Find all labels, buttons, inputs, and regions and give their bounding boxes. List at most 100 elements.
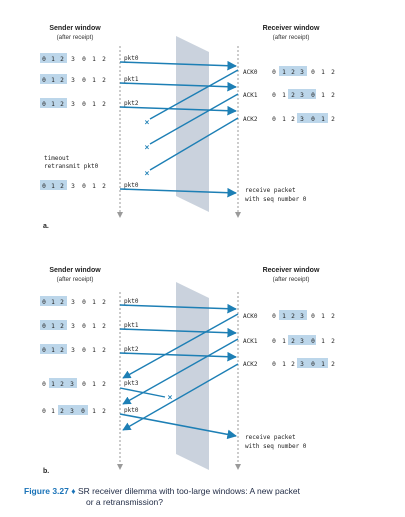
seq-number: 2 — [102, 101, 106, 108]
receiver-row-a0: ACK0 0 1 2 3 0 1 2 — [243, 66, 335, 76]
seq-number: 3 — [71, 183, 75, 190]
ack-arrow-ack1 — [149, 93, 239, 145]
panel-b: Sender window (after receipt) Receiver w… — [40, 267, 335, 475]
ack-label: ACK0 — [243, 69, 258, 76]
packet-arrow-pkt0 — [119, 60, 237, 71]
seq-number: 2 — [60, 408, 64, 415]
seq-number: 3 — [70, 381, 74, 388]
seq-number: 3 — [300, 92, 304, 99]
panel-a: Sender window (after receipt) Receiver w… — [40, 25, 335, 230]
packet-label: pkt2 — [124, 346, 139, 353]
seq-number: 3 — [71, 77, 75, 84]
seq-number: 2 — [291, 313, 295, 320]
seq-number: 1 — [92, 77, 96, 84]
ack-label: ACK2 — [243, 361, 258, 368]
sender-window-title-b: Sender window — [49, 267, 101, 274]
seq-number: 2 — [102, 323, 106, 330]
window-highlight — [297, 358, 328, 368]
seq-number: 1 — [92, 408, 96, 415]
seq-number: 1 — [321, 313, 325, 320]
seq-number: 0 — [311, 69, 315, 76]
seq-number: 1 — [282, 69, 286, 76]
ack-label: ACK1 — [243, 338, 258, 345]
seq-number: 0 — [82, 323, 86, 330]
receiver-window-title-a: Receiver window — [263, 25, 320, 32]
receiver-window-subtitle-a: (after receipt) — [273, 34, 310, 41]
sender-row-b4: 0 1 2 3 0 1 2 — [42, 405, 106, 415]
receiver-row-a2: ACK2 0 1 2 3 0 1 2 — [243, 113, 335, 123]
seq-number: 0 — [311, 313, 315, 320]
seq-number: 2 — [60, 56, 64, 63]
seq-number: 0 — [42, 77, 46, 84]
seq-number: 2 — [102, 381, 106, 388]
seq-number: 3 — [70, 408, 74, 415]
window-highlight — [40, 180, 67, 190]
caption-bullet: ♦ — [71, 486, 76, 496]
seq-number: 0 — [82, 183, 86, 190]
seq-number: 2 — [102, 408, 106, 415]
window-highlight — [297, 113, 328, 123]
ack-arrow-ack0 — [149, 69, 239, 120]
timeout-note-line1: timeout — [44, 155, 70, 162]
seq-number: 0 — [42, 299, 46, 306]
window-highlight — [279, 310, 307, 320]
seq-number: 3 — [71, 101, 75, 108]
seq-number: 1 — [282, 361, 286, 368]
seq-number: 2 — [331, 92, 335, 99]
packet-arrow-pkt2 — [119, 105, 237, 116]
seq-number: 2 — [60, 299, 64, 306]
window-highlight — [288, 335, 316, 345]
window-highlight — [40, 98, 67, 108]
window-highlight — [40, 296, 67, 306]
seq-number: 0 — [272, 313, 276, 320]
ack-arrow-ack2 — [149, 117, 239, 171]
packet-label: pkt1 — [124, 76, 139, 83]
window-highlight — [40, 320, 67, 330]
seq-number: 1 — [282, 116, 286, 123]
seq-number: 2 — [60, 77, 64, 84]
seq-number: 0 — [81, 408, 85, 415]
sender-window-title-a: Sender window — [49, 25, 101, 32]
ack-label: ACK2 — [243, 116, 258, 123]
seq-number: 2 — [331, 69, 335, 76]
seq-number: 0 — [311, 338, 315, 345]
seq-number: 0 — [42, 381, 46, 388]
seq-number: 3 — [71, 323, 75, 330]
seq-number: 2 — [331, 313, 335, 320]
seq-number: 0 — [82, 347, 86, 354]
packet-label: pkt0 — [124, 182, 139, 189]
seq-number: 3 — [71, 299, 75, 306]
seq-number: 2 — [291, 361, 295, 368]
sender-row-b3: 0 1 2 3 0 1 2 — [42, 378, 106, 388]
seq-number: 2 — [291, 92, 295, 99]
seq-number: 3 — [300, 116, 304, 123]
seq-number: 3 — [300, 361, 304, 368]
caption-line2: or a retransmission? — [86, 497, 164, 507]
seq-number: 1 — [51, 56, 55, 63]
seq-number: 1 — [321, 116, 325, 123]
window-highlight — [49, 378, 77, 388]
seq-number: 2 — [60, 347, 64, 354]
seq-number: 1 — [92, 323, 96, 330]
seq-number: 1 — [321, 92, 325, 99]
sender-window-subtitle-b: (after receipt) — [57, 276, 94, 283]
sender-row-b2: 0 1 2 3 0 1 2 — [40, 344, 106, 354]
channel-b — [176, 282, 209, 470]
receive-note-line2: with seq number 0 — [245, 443, 307, 450]
ack-arrow-ack2 — [122, 363, 239, 431]
seq-number: 3 — [71, 347, 75, 354]
seq-number: 2 — [291, 338, 295, 345]
seq-number: 0 — [42, 101, 46, 108]
seq-number: 0 — [311, 116, 315, 123]
seq-number: 2 — [102, 56, 106, 63]
seq-number: 2 — [60, 323, 64, 330]
seq-number: 2 — [60, 101, 64, 108]
receiver-window-title-b: Receiver window — [263, 267, 320, 274]
packet-arrow-retransmit — [119, 187, 237, 198]
seq-number: 2 — [102, 347, 106, 354]
window-highlight — [279, 66, 307, 76]
packet-arrow-pkt1 — [119, 81, 237, 92]
seq-number: 1 — [51, 347, 55, 354]
seq-number: 0 — [311, 92, 315, 99]
